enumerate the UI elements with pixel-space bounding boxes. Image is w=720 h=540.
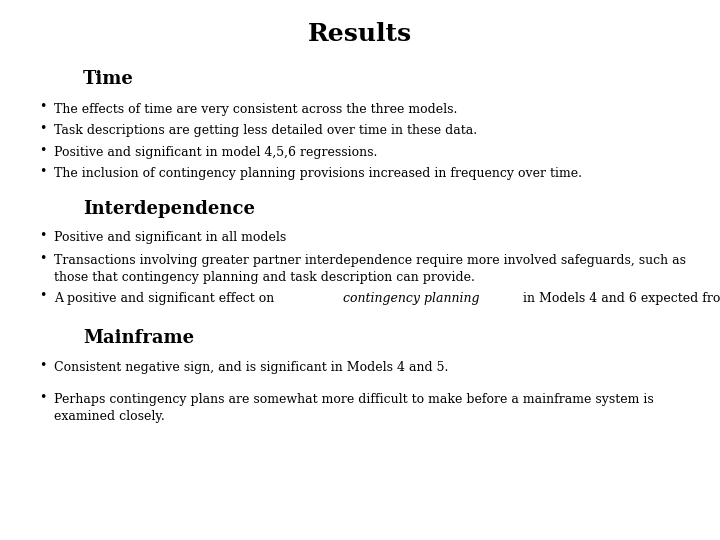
Text: Mainframe: Mainframe (83, 329, 194, 347)
Text: •: • (40, 144, 47, 157)
Text: Interdependence: Interdependence (83, 200, 255, 218)
Text: •: • (40, 100, 47, 113)
Text: Positive and significant in model 4,5,6 regressions.: Positive and significant in model 4,5,6 … (54, 146, 377, 159)
Text: The effects of time are very consistent across the three models.: The effects of time are very consistent … (54, 103, 457, 116)
Text: •: • (40, 229, 47, 242)
Text: Transactions involving greater partner interdependence require more involved saf: Transactions involving greater partner i… (54, 254, 686, 284)
Text: The inclusion of contingency planning provisions increased in frequency over tim: The inclusion of contingency planning pr… (54, 167, 582, 180)
Text: Time: Time (83, 70, 134, 88)
Text: •: • (40, 391, 47, 404)
Text: contingency planning: contingency planning (343, 292, 480, 305)
Text: Consistent negative sign, and is significant in Models 4 and 5.: Consistent negative sign, and is signifi… (54, 361, 449, 374)
Text: •: • (40, 252, 47, 265)
Text: •: • (40, 289, 47, 302)
Text: A positive and significant effect on: A positive and significant effect on (54, 292, 278, 305)
Text: in Models 4 and 6 expected from TCE.: in Models 4 and 6 expected from TCE. (520, 292, 720, 305)
Text: •: • (40, 122, 47, 135)
Text: Perhaps contingency plans are somewhat more difficult to make before a mainframe: Perhaps contingency plans are somewhat m… (54, 393, 654, 423)
Text: •: • (40, 165, 47, 178)
Text: •: • (40, 359, 47, 372)
Text: Task descriptions are getting less detailed over time in these data.: Task descriptions are getting less detai… (54, 124, 477, 137)
Text: Results: Results (308, 22, 412, 45)
Text: Positive and significant in all models: Positive and significant in all models (54, 231, 287, 244)
